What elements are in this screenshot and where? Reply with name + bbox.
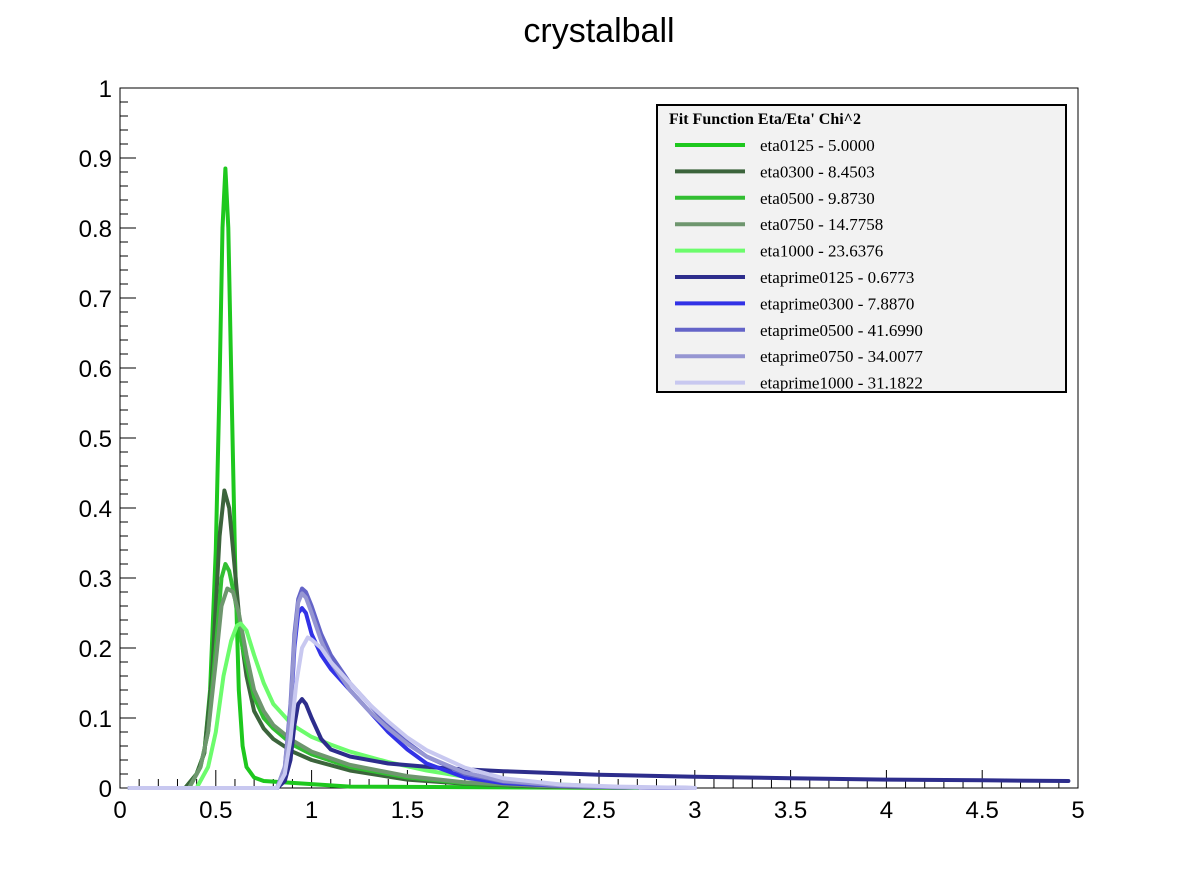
x-tick-label: 4	[880, 797, 893, 824]
x-tick-label: 1	[305, 797, 318, 824]
x-tick-label: 0.5	[199, 797, 232, 824]
y-tick-label: 0.9	[79, 146, 112, 173]
y-tick-label: 0.7	[79, 286, 112, 313]
legend-label-2: eta0500 - 9.8730	[760, 189, 875, 208]
legend-label-0: eta0125 - 5.0000	[760, 136, 875, 155]
x-tick-label: 1.5	[391, 797, 424, 824]
legend: Fit Function Eta/Eta' Chi^2 eta0125 - 5.…	[657, 105, 1066, 393]
x-tick-label: 0	[113, 797, 126, 824]
legend-label-4: eta1000 - 23.6376	[760, 242, 883, 261]
x-tick-label: 5	[1071, 797, 1084, 824]
y-tick-label: 1	[99, 76, 112, 103]
legend-title: Fit Function Eta/Eta' Chi^2	[669, 111, 861, 128]
legend-label-3: eta0750 - 14.7758	[760, 215, 883, 234]
y-tick-label: 0	[99, 776, 112, 803]
y-tick-label: 0.3	[79, 566, 112, 593]
chart-title: crystalball	[523, 12, 674, 50]
x-tick-label: 2.5	[582, 797, 615, 824]
y-tick-label: 0.5	[79, 426, 112, 453]
x-tick-label: 4.5	[966, 797, 999, 824]
y-tick-label: 0.2	[79, 636, 112, 663]
legend-label-7: etaprime0500 - 41.6990	[760, 321, 923, 340]
legend-label-8: etaprime0750 - 34.0077	[760, 347, 923, 366]
legend-label-6: etaprime0300 - 7.8870	[760, 294, 914, 313]
y-tick-label: 0.6	[79, 356, 112, 383]
legend-label-1: eta0300 - 8.4503	[760, 162, 875, 181]
x-tick-label: 3.5	[774, 797, 807, 824]
y-tick-label: 0.8	[79, 216, 112, 243]
legend-label-9: etaprime1000 - 31.1822	[760, 374, 923, 393]
y-tick-label: 0.1	[79, 706, 112, 733]
legend-label-5: etaprime0125 - 0.6773	[760, 268, 914, 287]
x-tick-label: 3	[688, 797, 701, 824]
x-tick-label: 2	[497, 797, 510, 824]
y-tick-label: 0.4	[79, 496, 112, 523]
